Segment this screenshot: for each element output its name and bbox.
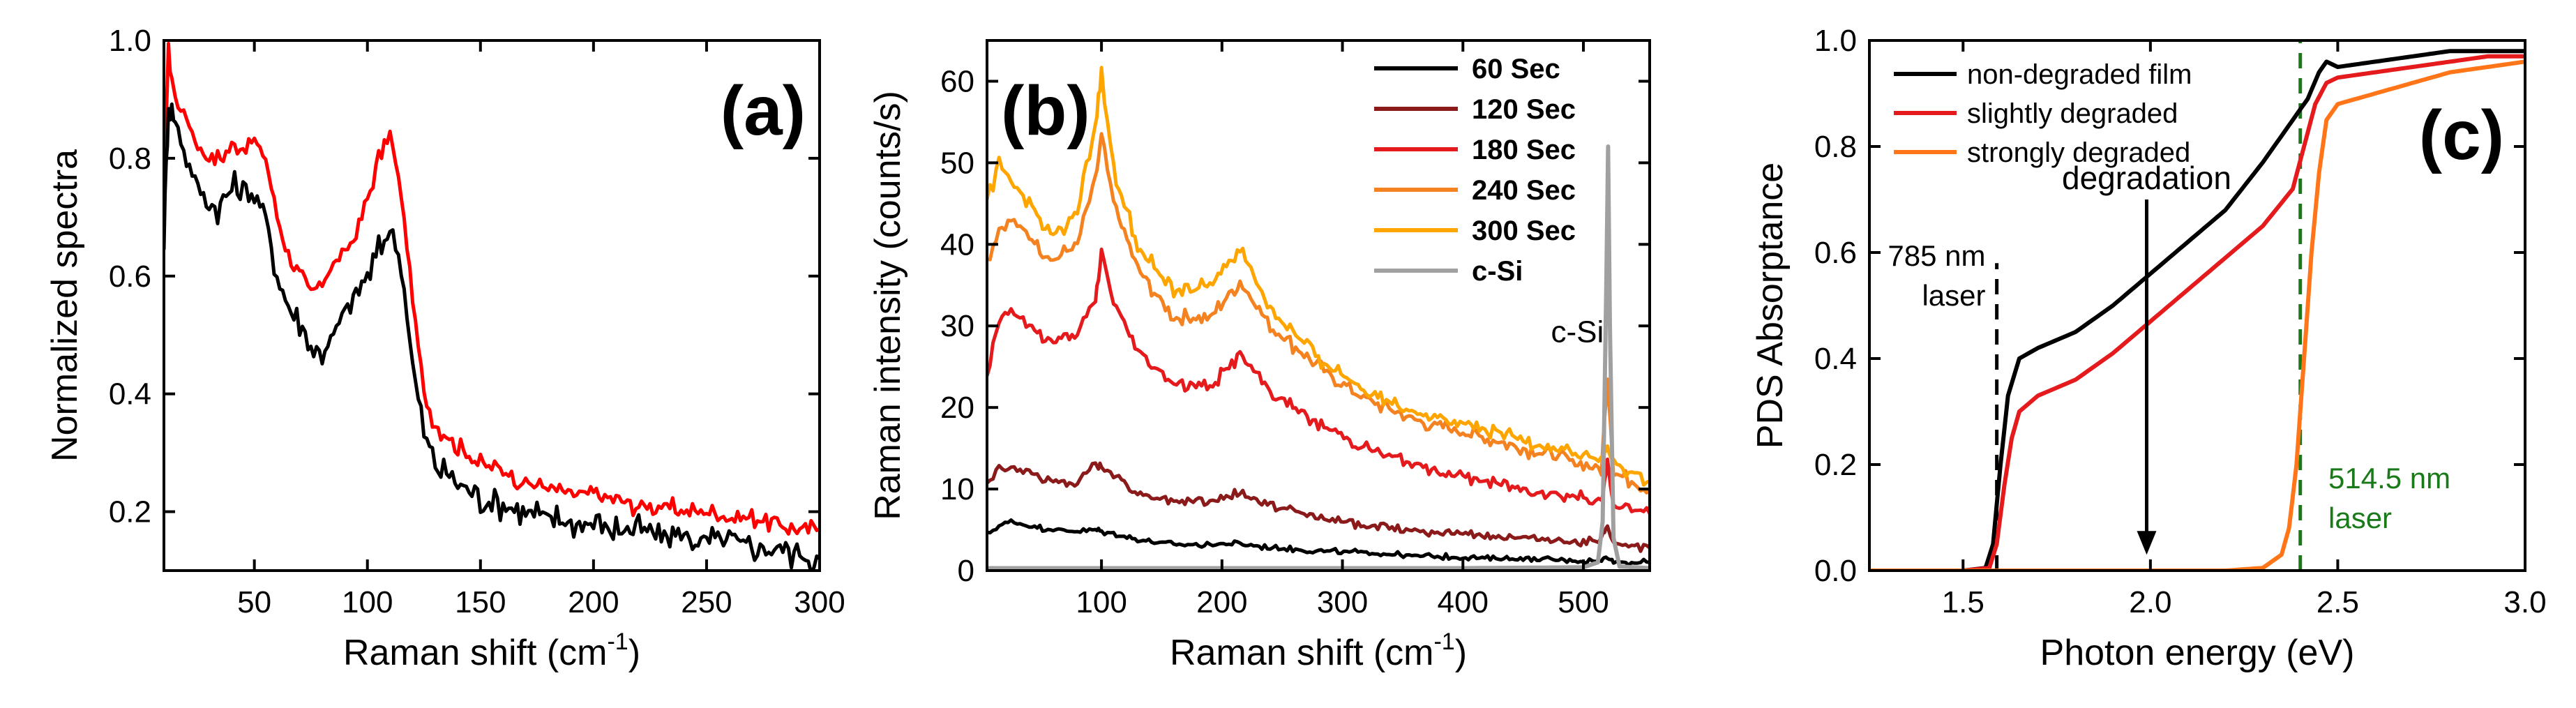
plot-area [164, 42, 820, 571]
plot-frame [986, 39, 1651, 572]
panel-label: (c) [2419, 96, 2504, 174]
degradation-arrow-head [2137, 531, 2157, 555]
legend-label: non-degraded film [1967, 59, 2192, 90]
x-tick-label: 500 [1558, 585, 1609, 619]
panel-c: 1.5 2.0 2.5 3.0 0.0 0.2 0.4 0.6 0.8 1.0 Photon ene… [1750, 24, 2547, 673]
legend-label: 60 Sec [1472, 54, 1560, 84]
y-tick-label: 20 [940, 391, 974, 425]
plot-frame [163, 39, 821, 572]
laser-514-label: laser [2328, 502, 2392, 534]
y-tick-label: 0.6 [1814, 236, 1857, 270]
series-line-300-sec [987, 66, 1650, 487]
degradation-label: degradation [2062, 160, 2231, 196]
y-tick-label: 1.0 [109, 24, 151, 58]
plot-frame [1868, 39, 2526, 572]
legend-label: c-Si [1472, 256, 1523, 287]
plot-area [1869, 40, 2525, 571]
y-tick-label: 40 [940, 227, 974, 262]
y-tick-label: 10 [940, 472, 974, 506]
legend-label: strongly degraded [1967, 137, 2190, 168]
x-tick-label: 300 [1317, 585, 1368, 619]
series-line-180-sec [987, 248, 1650, 515]
panel-a: 50 100 150 200 250 300 0.2 0.4 0.6 0.8 1.0 Raman sh… [45, 24, 845, 673]
y-tick-label: 0.4 [1814, 342, 1857, 376]
x-tick-label: 100 [342, 585, 393, 619]
y-tick-label: 0.6 [109, 259, 151, 294]
legend-label: slightly degraded [1967, 98, 2178, 129]
y-axis-label: PDS Absorptance [1750, 163, 1791, 449]
series-line-1 [164, 102, 820, 571]
series-line-60-sec [987, 518, 1650, 567]
panel-b: 100 200 300 400 500 0 10 20 30 40 50 60 Raman shift … [868, 39, 1651, 673]
y-tick-label: 0 [958, 554, 974, 588]
y-tick-label: 0.4 [109, 377, 151, 412]
x-tick-label: 100 [1076, 585, 1127, 619]
y-tick-label: 1.0 [1814, 24, 1857, 58]
legend-label: 120 Sec [1472, 94, 1576, 125]
x-tick-label: 1.5 [1942, 585, 1984, 619]
annotation-c-si: c-Si [1551, 315, 1604, 349]
y-tick-label: 0.0 [1814, 554, 1857, 588]
x-tick-label: 400 [1438, 585, 1489, 619]
panel-label: (b) [1001, 72, 1090, 150]
series-line-120-sec [987, 461, 1650, 553]
x-tick-label: 50 [237, 585, 271, 619]
series-line-strongly-degraded [1869, 59, 2525, 571]
series-line-0 [164, 42, 820, 536]
legend-label: 240 Sec [1472, 175, 1576, 206]
x-axis-label: Photon energy (eV) [2040, 633, 2355, 673]
x-tick-label: 2.0 [2129, 585, 2171, 619]
panel-label: (a) [721, 72, 806, 150]
y-tick-label: 0.2 [109, 495, 151, 529]
x-tick-label: 300 [794, 585, 845, 619]
y-tick-label: 0.8 [109, 142, 151, 176]
x-tick-label: 2.5 [2317, 585, 2359, 619]
y-tick-label: 50 [940, 146, 974, 180]
series-line-c-si [987, 144, 1650, 571]
x-tick-label: 250 [681, 585, 732, 619]
y-tick-label: 60 [940, 64, 974, 98]
laser-514-label: 514.5 nm [2328, 462, 2450, 495]
y-tick-label: 30 [940, 309, 974, 343]
laser-785-label: laser [1922, 279, 1985, 312]
x-tick-label: 150 [455, 585, 506, 619]
x-tick-label: 200 [1196, 585, 1247, 619]
x-axis-label: Raman shift (cm-1) [343, 628, 640, 673]
y-axis-label: Normalized spectra [45, 149, 85, 462]
y-tick-label: 0.8 [1814, 130, 1857, 164]
x-tick-label: 3.0 [2503, 585, 2546, 619]
legend-label: 180 Sec [1472, 135, 1576, 165]
plot-area [987, 66, 1650, 571]
laser-785-label: 785 nm [1888, 239, 1985, 272]
y-tick-label: 0.2 [1814, 448, 1857, 482]
legend-label: 300 Sec [1472, 216, 1576, 246]
x-axis-label: Raman shift (cm-1) [1170, 628, 1467, 673]
x-tick-label: 200 [568, 585, 619, 619]
y-axis-label: Raman intensity (counts/s) [868, 91, 908, 520]
